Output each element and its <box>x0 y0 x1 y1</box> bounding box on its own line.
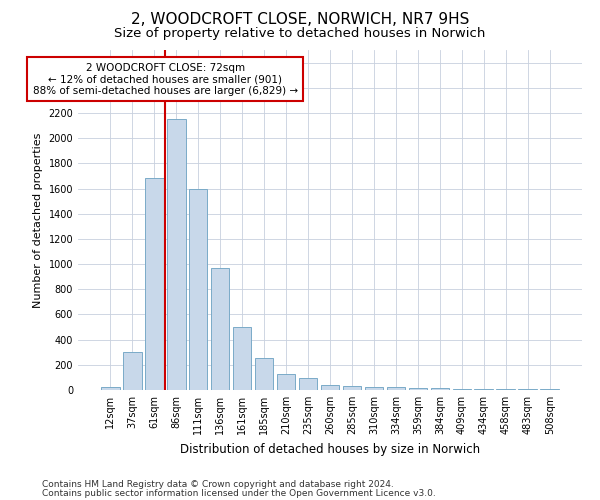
Bar <box>475 388 493 390</box>
Bar <box>386 387 405 390</box>
Bar <box>299 378 317 390</box>
Bar <box>167 120 185 390</box>
Y-axis label: Number of detached properties: Number of detached properties <box>33 132 43 308</box>
Bar <box>343 386 361 390</box>
Bar <box>496 388 515 390</box>
Bar <box>145 178 164 390</box>
Bar <box>365 387 383 390</box>
Bar <box>189 188 208 390</box>
Bar <box>541 388 559 390</box>
Bar <box>277 374 295 390</box>
Bar <box>101 388 119 390</box>
Bar <box>431 388 449 390</box>
Bar <box>211 268 229 390</box>
Bar <box>123 352 142 390</box>
Text: 2, WOODCROFT CLOSE, NORWICH, NR7 9HS: 2, WOODCROFT CLOSE, NORWICH, NR7 9HS <box>131 12 469 28</box>
Text: Size of property relative to detached houses in Norwich: Size of property relative to detached ho… <box>115 28 485 40</box>
X-axis label: Distribution of detached houses by size in Norwich: Distribution of detached houses by size … <box>180 442 480 456</box>
Bar <box>255 358 274 390</box>
Bar <box>452 388 471 390</box>
Bar <box>233 327 251 390</box>
Bar <box>409 388 427 390</box>
Text: 2 WOODCROFT CLOSE: 72sqm
← 12% of detached houses are smaller (901)
88% of semi-: 2 WOODCROFT CLOSE: 72sqm ← 12% of detach… <box>32 62 298 96</box>
Bar <box>320 385 340 390</box>
Text: Contains public sector information licensed under the Open Government Licence v3: Contains public sector information licen… <box>42 488 436 498</box>
Text: Contains HM Land Registry data © Crown copyright and database right 2024.: Contains HM Land Registry data © Crown c… <box>42 480 394 489</box>
Bar <box>518 389 537 390</box>
